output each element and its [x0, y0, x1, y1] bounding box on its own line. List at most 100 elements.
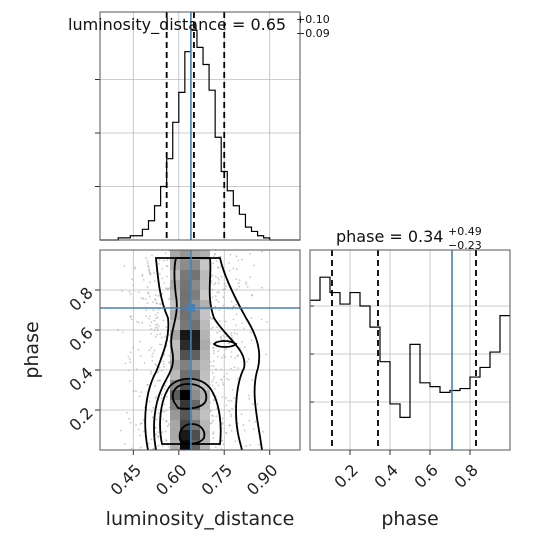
sample-point [266, 321, 268, 323]
x-tick-label-0: 0.45 [107, 460, 146, 499]
sample-point [232, 267, 235, 270]
sample-point [161, 445, 164, 447]
sample-point [217, 384, 220, 387]
sample-point [232, 305, 235, 308]
density-cell [180, 440, 190, 450]
sample-point [237, 282, 240, 285]
grid-luminosity-distance [100, 12, 300, 240]
density-cell [200, 280, 210, 290]
density-cell [170, 380, 180, 390]
sample-point [126, 411, 128, 414]
sample-point [136, 320, 139, 323]
sample-point [166, 425, 169, 428]
sample-point [211, 372, 214, 375]
sample-point [222, 384, 225, 386]
sample-point [222, 334, 225, 337]
density-cell [170, 410, 180, 420]
density-cell [170, 300, 180, 310]
sample-point [163, 365, 166, 368]
sample-point [233, 397, 236, 399]
sample-point [212, 432, 215, 435]
density-cell [170, 340, 180, 350]
sample-point [155, 418, 158, 421]
sample-point [160, 343, 163, 346]
sample-point [150, 438, 153, 441]
density-cell [190, 390, 200, 400]
sample-point [228, 269, 231, 272]
y-tick-label-0: 0.2 [65, 403, 96, 434]
histogram-phase [310, 276, 510, 418]
sample-point [224, 356, 227, 358]
sample-point [153, 319, 156, 322]
sample-point [148, 269, 151, 272]
sample-point [155, 299, 157, 302]
sample-point [168, 361, 171, 364]
sample-point [162, 418, 165, 421]
sample-point [154, 298, 156, 300]
x-ticks-luminosity-distance: 0.45 0.60 0.75 0.90 [107, 450, 282, 499]
sample-point [212, 352, 215, 355]
sample-point [147, 266, 150, 269]
density-cell [200, 350, 210, 360]
density-cell [170, 310, 180, 320]
x-tick-label-2: 0.6 [410, 460, 441, 491]
sample-point [230, 300, 233, 303]
title-phase-minus: −0.23 [448, 239, 482, 252]
density-cell [200, 340, 210, 350]
density-cell [180, 290, 190, 300]
sample-point [163, 388, 166, 391]
sample-point [234, 357, 237, 360]
sample-point [158, 366, 161, 369]
sample-point [210, 421, 213, 424]
sample-point [137, 428, 140, 431]
sample-point [129, 361, 132, 364]
sample-point [144, 298, 147, 300]
sample-point [224, 288, 226, 290]
sample-point [154, 363, 157, 365]
sample-point [158, 343, 161, 346]
density-cell [190, 430, 200, 440]
sample-point [148, 349, 151, 352]
sample-point [218, 291, 220, 294]
sample-point [165, 326, 168, 328]
density-cell [170, 250, 180, 260]
density-cell [190, 400, 200, 410]
sample-point [166, 396, 168, 398]
x-tick-label-2: 0.75 [197, 460, 236, 499]
sample-point [254, 420, 257, 423]
sample-point [224, 396, 227, 399]
sample-point [124, 362, 127, 365]
sample-point [148, 295, 151, 298]
sample-point [235, 313, 238, 316]
density-cell [200, 370, 210, 380]
sample-point [157, 263, 160, 265]
sample-point [150, 370, 153, 373]
density-cell [180, 410, 190, 420]
sample-point [146, 262, 149, 265]
sample-point [157, 369, 160, 372]
sample-point [215, 326, 218, 328]
sample-point [219, 337, 222, 339]
sample-point [224, 320, 227, 323]
y-tick-label-3: 0.8 [65, 283, 96, 314]
sample-point [241, 341, 243, 343]
density-cell [190, 250, 200, 260]
sample-point [129, 293, 132, 296]
sample-point [141, 273, 144, 276]
density-cell [190, 410, 200, 420]
density-cell [190, 320, 200, 330]
sample-point [152, 309, 155, 312]
x-tick-label-1: 0.60 [152, 460, 191, 499]
x-ticks-phase: 0.2 0.4 0.6 0.8 [330, 450, 482, 492]
sample-point [168, 287, 171, 290]
sample-point [127, 369, 130, 372]
sample-point [155, 317, 158, 319]
sample-point [238, 279, 241, 281]
sample-point [212, 378, 215, 381]
sample-point [143, 430, 145, 433]
density-cell [190, 290, 200, 300]
sample-point [157, 325, 160, 328]
density-cell [200, 270, 210, 280]
sample-point [164, 385, 167, 387]
sample-point [134, 266, 137, 269]
